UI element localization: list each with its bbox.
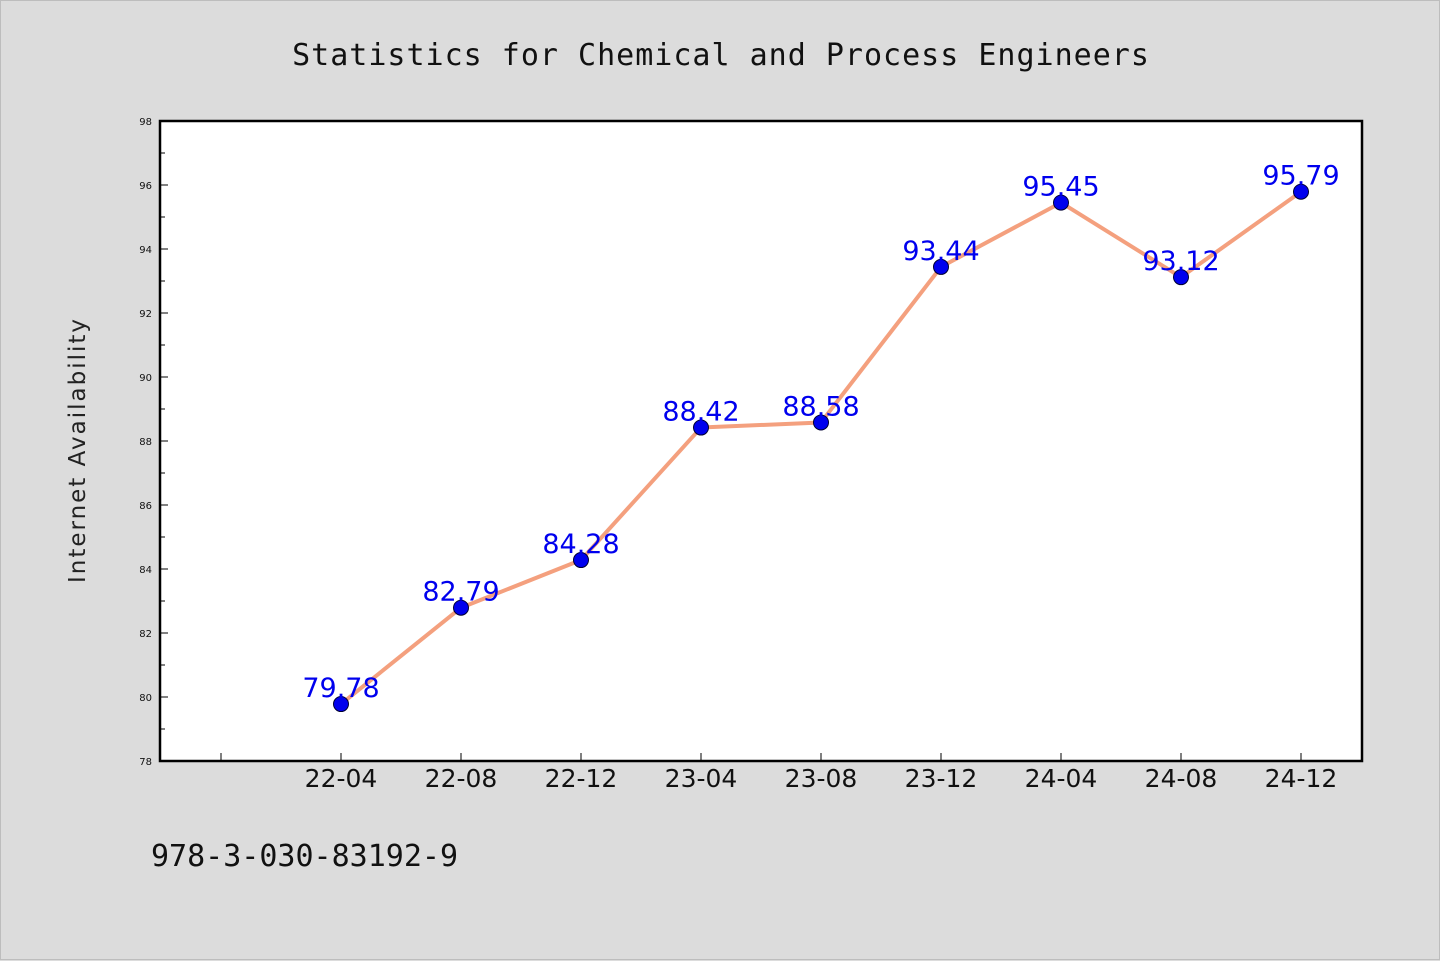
y-tick-label: 88 [139,437,152,448]
data-label: 82.79 [422,577,499,608]
data-point-marker [333,696,349,713]
data-point-marker [933,258,949,275]
y-tick-label: 86 [139,501,152,512]
y-tick-label: 84 [139,565,152,576]
data-point-marker [573,552,589,569]
data-labels: 79.78 82.79 84.28 88.42 88.58 93.44 95.45 93.12… [302,161,1339,704]
y-axis-label: Internet Availability [65,317,91,583]
data-point-marker [1173,269,1189,286]
y-tick-label: 82 [139,629,152,640]
x-tick-label: 23-04 [665,764,738,793]
x-tick-label: 24-08 [1145,764,1218,793]
y-tick-label: 96 [139,181,152,192]
data-markers [333,183,1309,713]
y-axis-ticks: 78 80 82 84 86 88 90 92 94 96 98 [139,117,168,768]
data-label: 95.45 [1022,172,1099,203]
data-point-marker [453,599,469,616]
y-tick-label: 90 [139,373,152,384]
data-label: 93.12 [1142,246,1219,277]
y-tick-label: 94 [139,245,152,256]
data-label: 79.78 [302,673,379,704]
x-tick-label: 23-08 [785,764,858,793]
x-tick-label: 22-04 [305,764,378,793]
y-tick-label: 92 [139,309,152,320]
x-tick-label: 24-04 [1025,764,1098,793]
chart-title: Statistics for Chemical and Process Engi… [292,38,1150,73]
x-tick-label: 23-12 [905,764,978,793]
plot-area [158,119,1364,763]
data-point-marker [813,414,829,431]
data-label: 95.79 [1262,161,1339,192]
y-tick-label: 98 [139,117,152,128]
data-label: 84.28 [542,529,619,560]
data-label: 88.58 [782,391,859,422]
data-point-marker [1293,183,1309,200]
isbn-text: 978-3-030-83192-9 [151,839,458,874]
x-tick-label: 22-08 [425,764,498,793]
data-label: 93.44 [902,236,979,267]
y-tick-label: 78 [139,757,152,768]
x-axis-ticks: 22-04 22-08 22-12 23-04 23-08 23-12 24-04 24-08… [220,753,1338,793]
y-tick-label: 80 [139,693,152,704]
data-point-marker [693,419,709,436]
data-point-marker [1053,194,1069,211]
x-tick-label: 22-12 [545,764,618,793]
data-label: 88.42 [662,397,739,428]
x-tick-label: 24-12 [1265,764,1338,793]
